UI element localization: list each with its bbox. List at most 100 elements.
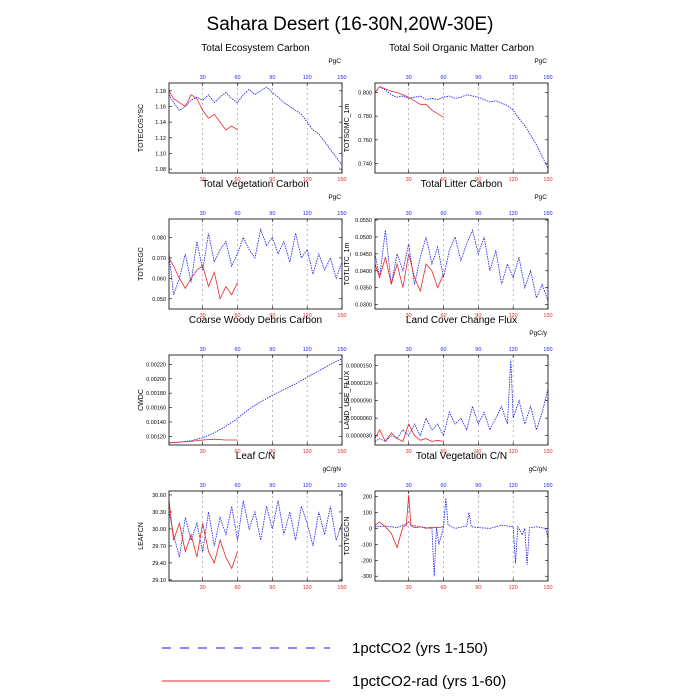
x-tick-label: 150	[543, 449, 552, 455]
series-line-1pctco2	[374, 498, 549, 577]
chart-panel-total-litter-carbon: Total Litter Carbon PgC TOTLITC_1m 30 30 60 60…	[344, 179, 553, 319]
x-tick-label: 30	[200, 177, 206, 183]
y-tick-label: 0.0000030	[346, 434, 372, 440]
series-line-1pctco2-rad	[168, 500, 238, 570]
x-tick-label-top: 30	[406, 75, 412, 81]
x-tick-label: 90	[269, 449, 275, 455]
figure-title: Sahara Desert (16-30N,20W-30E)	[207, 14, 494, 35]
y-tick-label: 1.14	[155, 120, 166, 126]
x-tick-label: 60	[234, 449, 240, 455]
panel-title: Coarse Woody Debris Carbon	[189, 315, 322, 326]
x-tick-label-top: 120	[509, 211, 518, 217]
x-tick-label: 120	[303, 449, 312, 455]
x-tick-label: 150	[337, 449, 346, 455]
y-tick-label: 0.0550	[355, 218, 372, 224]
y-tick-label: 0.0000060	[346, 416, 372, 422]
x-tick-label: 150	[337, 177, 346, 183]
x-tick-label: 150	[337, 313, 346, 319]
x-tick-label-top: 120	[509, 75, 518, 81]
y-tick-label: 0.0000090	[346, 399, 372, 405]
y-tick-label: 0.00120	[146, 434, 166, 440]
x-tick-label-top: 90	[269, 347, 275, 353]
chart-panel-total-vegetation-carbon: Total Vegetation Carbon PgC TOTVEGC 30 30 60 6…	[138, 179, 347, 319]
panel-title: Total Soil Organic Matter Carbon	[389, 43, 534, 54]
chart-panel-leaf-c-n: Leaf C/N gC/gN LEAFCN 30 30 60 60 90 90 120 120 150…	[138, 451, 347, 591]
unit-label: PgC	[534, 58, 547, 65]
y-axis-label: TOTECOSYSC	[138, 104, 145, 152]
y-tick-label: 0	[369, 526, 372, 532]
x-tick-label-top: 150	[543, 347, 552, 353]
series-line-1pctco2	[374, 228, 549, 302]
y-tick-label: -300	[361, 574, 372, 580]
x-tick-label: 120	[303, 313, 312, 319]
unit-label: PgC	[328, 58, 341, 65]
x-tick-label-top: 30	[200, 347, 206, 353]
x-tick-label-top: 150	[543, 75, 552, 81]
x-tick-label: 30	[406, 585, 412, 591]
y-tick-label: 0.0000120	[346, 381, 372, 387]
chart-panel-total-vegetation-c-n: Total Vegetation C/N gC/gN TOTVEGCN 30 30 60 6…	[344, 451, 553, 591]
y-tick-label: 29.10	[152, 578, 166, 584]
x-tick-label-top: 90	[269, 211, 275, 217]
x-tick-label: 90	[475, 449, 481, 455]
y-tick-label: 1.18	[155, 89, 166, 95]
y-tick-label: 0.070	[152, 256, 166, 262]
x-tick-label: 120	[509, 449, 518, 455]
x-tick-label: 120	[303, 177, 312, 183]
series-line-1pctco2	[374, 359, 549, 442]
x-tick-label: 90	[269, 313, 275, 319]
y-tick-label: 0.0400	[355, 269, 372, 275]
y-tick-label: 0.780	[358, 114, 372, 120]
chart-panel-total-ecosystem-carbon: Total Ecosystem Carbon PgC TOTECOSYSC 30 30 6…	[138, 43, 347, 183]
y-tick-label: 0.0350	[355, 286, 372, 292]
x-tick-label-top: 60	[234, 347, 240, 353]
x-tick-label-top: 150	[337, 483, 346, 489]
y-tick-label: 200	[363, 495, 372, 501]
x-tick-label: 60	[234, 177, 240, 183]
x-tick-label-top: 150	[337, 75, 346, 81]
legend: 1pctCO2 (yrs 1-150) 1pctCO2-rad (yrs 1-6…	[162, 640, 506, 690]
x-tick-label-top: 30	[406, 483, 412, 489]
y-tick-label: 0.00200	[146, 377, 166, 383]
y-tick-label: 30.00	[152, 527, 166, 533]
unit-label: gC/gN	[323, 466, 342, 473]
plot-frame	[168, 218, 343, 310]
series-line-1pctco2	[168, 500, 343, 558]
series-line-1pctco2-rad	[374, 253, 444, 293]
x-tick-label: 30	[200, 449, 206, 455]
y-tick-label: 1.08	[155, 167, 166, 173]
y-tick-label: 0.0300	[355, 303, 372, 309]
x-tick-label-top: 150	[337, 211, 346, 217]
chart-panel-land-cover-change-flux: Land Cover Change Flux PgC/y LAND_USE_FLUX…	[344, 315, 553, 455]
unit-label: PgC	[328, 194, 341, 201]
series-line-1pctco2-rad	[374, 494, 444, 549]
y-axis-label: TOTVEGCN	[344, 517, 351, 556]
x-tick-label: 120	[509, 585, 518, 591]
x-tick-label: 120	[509, 313, 518, 319]
x-tick-label-top: 90	[475, 211, 481, 217]
x-tick-label: 120	[509, 177, 518, 183]
panel-title: Land Cover Change Flux	[406, 315, 517, 326]
chart-panel-coarse-woody-debris-carbon: Coarse Woody Debris Carbon CWDC 30 30 60 60 90…	[138, 315, 347, 455]
y-axis-label: LEAFCN	[138, 522, 145, 550]
legend-label-1pctco2-rad: 1pctCO2-rad (yrs 1-60)	[352, 673, 506, 690]
x-tick-label: 120	[303, 585, 312, 591]
y-tick-label: 0.0450	[355, 252, 372, 258]
x-tick-label-top: 90	[475, 75, 481, 81]
x-tick-label-top: 90	[269, 483, 275, 489]
y-tick-label: 1.12	[155, 136, 166, 142]
series-line-1pctco2	[168, 227, 343, 295]
series-line-1pctco2-rad	[374, 422, 444, 443]
y-tick-label: -100	[361, 542, 372, 548]
plot-frame	[374, 354, 549, 446]
y-tick-label: 0.00160	[146, 406, 166, 412]
y-tick-label: 0.00220	[146, 362, 166, 368]
x-tick-label-top: 30	[200, 483, 206, 489]
y-tick-label: 29.70	[152, 544, 166, 550]
x-tick-label-top: 150	[337, 347, 346, 353]
x-tick-label-top: 120	[303, 211, 312, 217]
x-tick-label: 30	[200, 313, 206, 319]
y-tick-label: 0.740	[358, 162, 372, 168]
panel-title: Total Litter Carbon	[421, 179, 503, 190]
